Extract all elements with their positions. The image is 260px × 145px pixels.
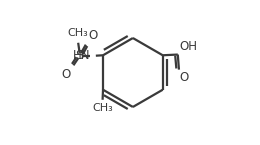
Text: CH₃: CH₃	[68, 28, 89, 38]
Text: S: S	[75, 49, 84, 62]
Text: CH₃: CH₃	[92, 103, 113, 113]
Text: OH: OH	[179, 40, 197, 53]
Text: HN: HN	[73, 49, 90, 62]
Text: O: O	[179, 71, 189, 84]
Text: O: O	[88, 29, 98, 42]
Text: O: O	[62, 68, 71, 81]
